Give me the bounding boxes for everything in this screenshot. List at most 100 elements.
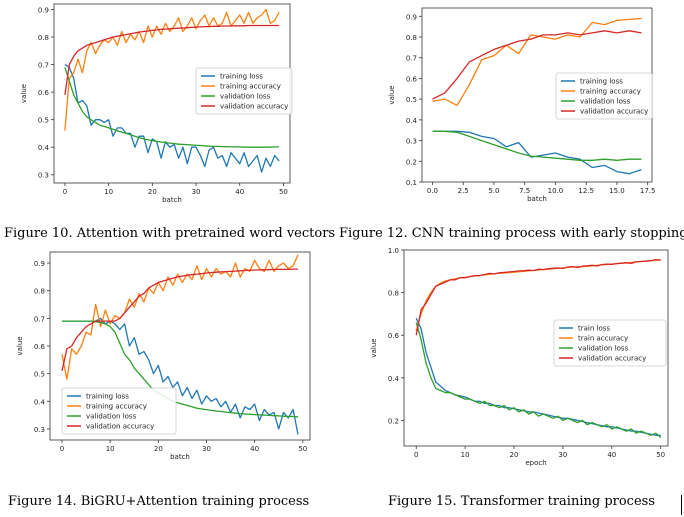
- x-tick-label: 0.0: [427, 187, 438, 195]
- chart-svg: 0.3 0.4 0.5 0.6 0.7 0.8 0.9 0 10 20 30 40 50 batch val…: [16, 251, 311, 461]
- legend-entry: validation accuracy: [580, 108, 648, 116]
- x-tick-label: 30: [202, 445, 211, 453]
- legend-entry: validation loss: [578, 345, 629, 353]
- series-line-training-accuracy: [61, 254, 299, 380]
- x-tick-label: 0: [414, 451, 418, 459]
- series-line-validation-loss: [62, 320, 299, 418]
- y-axis-label: value: [16, 336, 24, 355]
- x-tick-label: 12.5: [578, 187, 594, 195]
- legend-entry: training accuracy: [220, 83, 281, 91]
- series-line-training-accuracy: [432, 17, 642, 107]
- chart-svg: 0.1 0.2 0.3 0.4 0.5 0.6 0.7 0.8 0.9 0.0 2.5 5.0 7.5 1…: [388, 7, 655, 203]
- y-tick-label: 0.8: [38, 34, 49, 42]
- y-tick-label: 0.9: [34, 260, 45, 268]
- y-tick-label: 0.2: [388, 417, 399, 425]
- x-tick-label: 30: [192, 188, 201, 196]
- y-tick-label: 0.6: [406, 75, 418, 83]
- x-axis-label: batch: [527, 195, 547, 203]
- x-tick-label: 40: [235, 188, 244, 196]
- legend-entry: training loss: [220, 73, 263, 81]
- caption-figure-15: Figure 15. Transformer training process: [388, 494, 656, 509]
- y-tick-label: 0.7: [406, 55, 417, 63]
- chart-bigru-attention: 0.3 0.4 0.5 0.6 0.7 0.8 0.9 0 10 20 30 40 50 batch val…: [0, 248, 330, 476]
- y-tick-label: 0.4: [388, 375, 400, 383]
- legend-entry: validation loss: [86, 413, 137, 421]
- x-tick-label: 0: [63, 188, 67, 196]
- y-tick-label: 0.6: [388, 332, 400, 340]
- y-tick-label: 0.3: [406, 138, 417, 146]
- legend-box: [195, 67, 293, 115]
- page-edge-mark: [681, 495, 682, 515]
- y-tick-label: 0.7: [38, 62, 49, 70]
- x-tick-label: 10.0: [548, 187, 564, 195]
- legend-entry: training loss: [580, 78, 623, 86]
- y-tick-label: 0.7: [34, 315, 45, 323]
- x-tick-label: 20: [154, 445, 163, 453]
- y-tick-label: 0.3: [34, 426, 45, 434]
- x-tick-label: 40: [607, 451, 616, 459]
- chart-attention-pretrained: 0.3 0.4 0.5 0.6 0.7 0.8 0.9 0 10 20 30 40 50 batch val…: [0, 0, 330, 208]
- y-axis-label: value: [370, 338, 378, 357]
- y-tick-label: 1.0: [388, 247, 399, 255]
- y-tick-label: 0.2: [406, 158, 417, 166]
- y-tick-label: 0.6: [38, 89, 50, 97]
- chart-svg: 0.2 0.4 0.6 0.8 1.0 0 10 20 30 40 50 epoch value trai…: [370, 247, 669, 467]
- series-line-validation-accuracy: [415, 258, 661, 336]
- series-line-validation-loss: [64, 67, 280, 148]
- legend-entry: validation loss: [220, 93, 271, 101]
- y-tick-label: 0.8: [388, 290, 399, 298]
- x-tick-label: 50: [298, 445, 307, 453]
- series-line-training-loss: [64, 64, 280, 173]
- chart-transformer: 0.2 0.4 0.6 0.8 1.0 0 10 20 30 40 50 epoch value trai…: [354, 242, 684, 486]
- legend-entry: train accuracy: [578, 335, 628, 343]
- legend-entry: validation loss: [580, 98, 631, 106]
- y-tick-label: 0.1: [406, 179, 417, 187]
- series-line-training-loss: [62, 317, 299, 435]
- y-tick-label: 0.5: [34, 371, 45, 379]
- legend-entry: training loss: [86, 393, 129, 401]
- legend-box: [555, 72, 653, 120]
- y-tick-label: 0.8: [34, 288, 45, 296]
- y-tick-label: 0.8: [406, 34, 417, 42]
- x-tick-label: 15.0: [609, 187, 625, 195]
- x-axis-label: epoch: [525, 459, 546, 467]
- y-tick-label: 0.5: [38, 117, 49, 125]
- x-tick-label: 20: [148, 188, 157, 196]
- chart-svg: 0.3 0.4 0.5 0.6 0.7 0.8 0.9 0 10 20 30 40 50 batch val…: [20, 3, 293, 204]
- caption-figure-10: Figure 10. Attention with pretrained wor…: [4, 226, 336, 241]
- legend-entry: validation accuracy: [578, 355, 646, 363]
- y-axis-label: value: [388, 85, 396, 104]
- x-tick-label: 10: [104, 188, 113, 196]
- legend-entry: validation accuracy: [220, 103, 288, 111]
- x-tick-label: 7.5: [519, 187, 530, 195]
- series-line-validation-loss: [432, 130, 642, 161]
- y-tick-label: 0.4: [38, 144, 50, 152]
- x-tick-label: 50: [656, 451, 665, 459]
- x-tick-label: 10: [106, 445, 115, 453]
- legend-entry: train loss: [578, 325, 610, 333]
- y-tick-label: 0.5: [406, 96, 417, 104]
- y-tick-label: 0.4: [406, 117, 418, 125]
- series-line-training-loss: [432, 130, 642, 175]
- x-tick-label: 0: [60, 445, 64, 453]
- x-tick-label: 50: [279, 188, 288, 196]
- x-axis-label: batch: [162, 196, 182, 204]
- legend-entry: training accuracy: [580, 88, 641, 96]
- legend-entry: training accuracy: [86, 403, 147, 411]
- series-line-validation-accuracy: [61, 268, 298, 372]
- y-tick-label: 0.9: [406, 13, 417, 21]
- y-axis-label: value: [20, 84, 28, 103]
- x-tick-label: 30: [558, 451, 567, 459]
- axes-frame: [403, 249, 669, 447]
- series-line-validation-accuracy: [64, 24, 280, 95]
- x-tick-label: 40: [250, 445, 259, 453]
- legend-box: [553, 319, 667, 367]
- series-line-validation-accuracy: [432, 30, 642, 100]
- y-tick-label: 0.4: [34, 398, 46, 406]
- series-line-validation-loss: [415, 322, 662, 438]
- caption-figure-12: Figure 12. CNN training process with ear…: [339, 226, 684, 241]
- x-tick-label: 5.0: [488, 187, 499, 195]
- x-tick-label: 2.5: [458, 187, 469, 195]
- y-tick-label: 0.3: [38, 172, 49, 180]
- x-axis-label: batch: [170, 453, 190, 461]
